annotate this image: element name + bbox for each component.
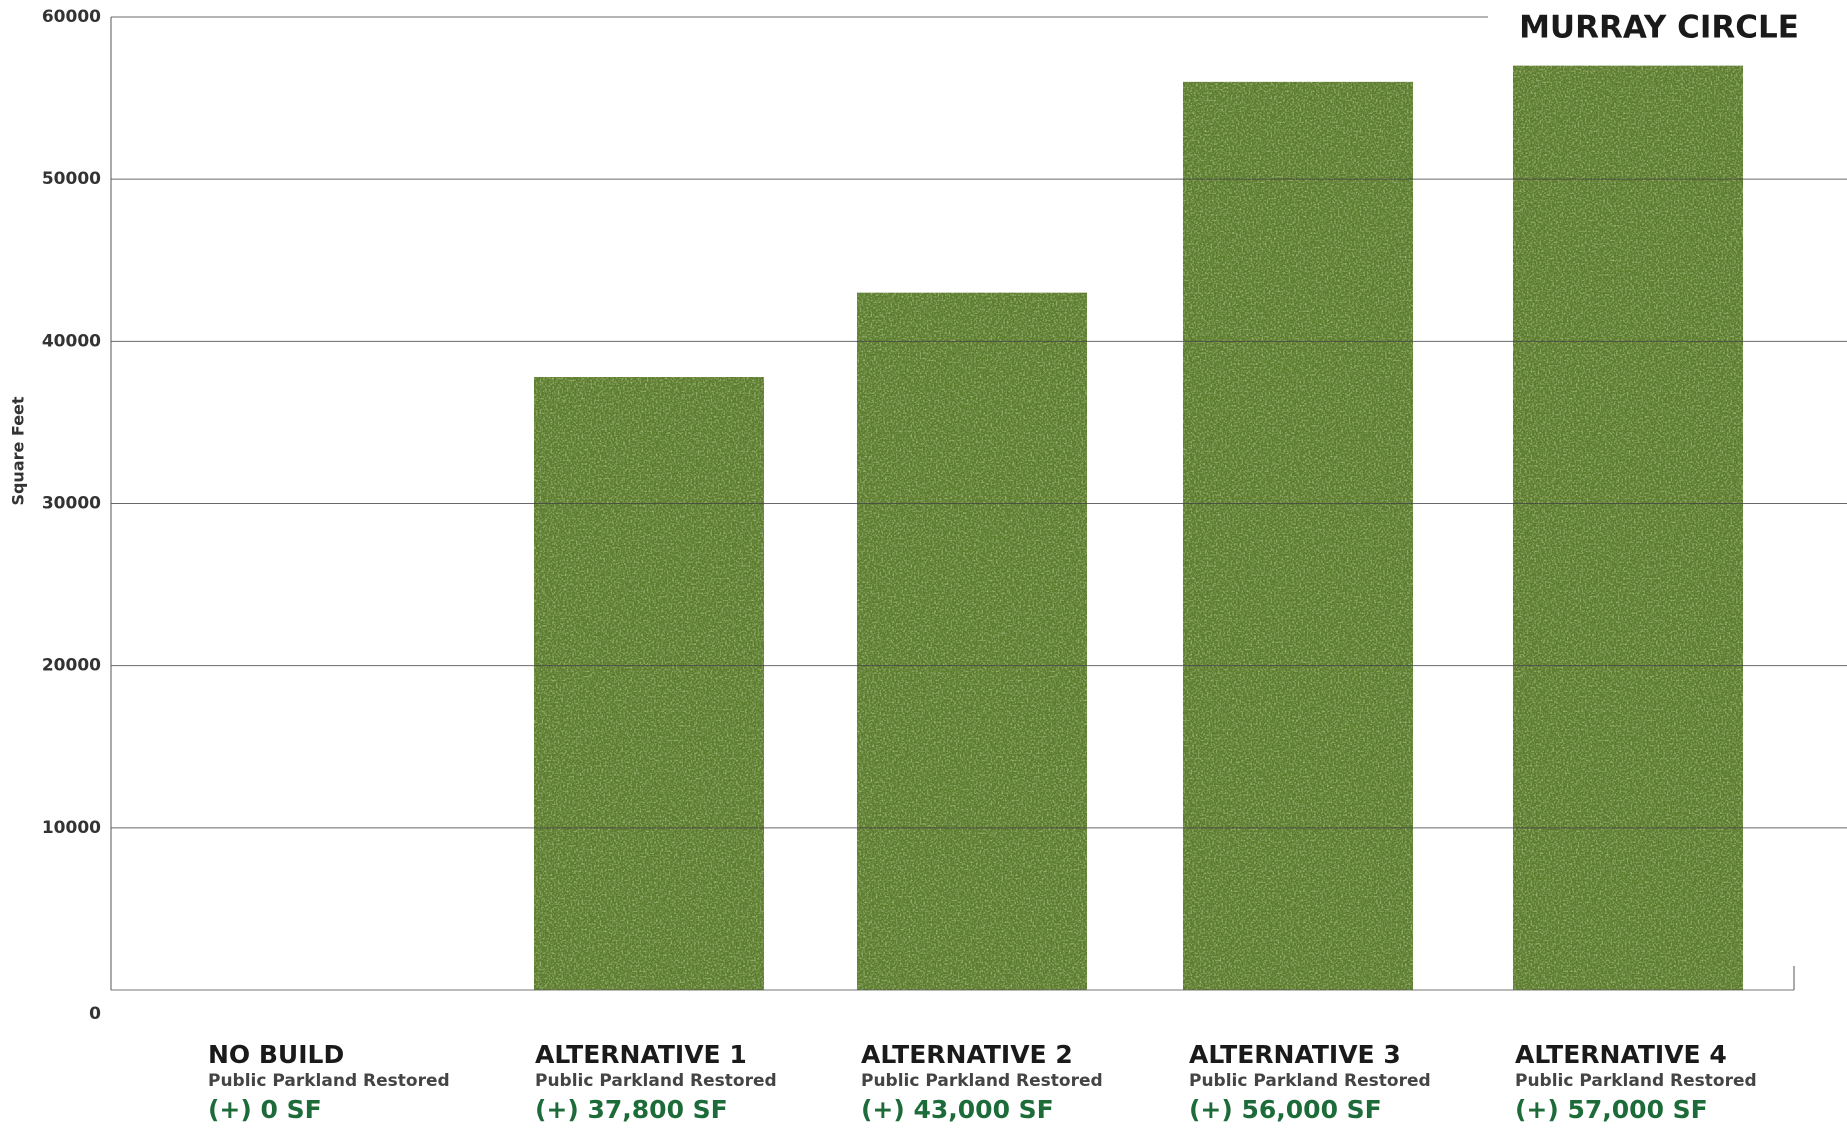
y-tick-label: 0 xyxy=(89,1004,101,1024)
value-label: (+) 57,000 SF xyxy=(1515,1095,1708,1124)
y-axis-label: Square Feet xyxy=(9,396,28,505)
category-subtitle: Public Parkland Restored xyxy=(861,1071,1103,1091)
value-label: (+) 0 SF xyxy=(208,1095,322,1124)
bar xyxy=(857,292,1087,990)
bar xyxy=(1183,81,1413,990)
category-subtitle: Public Parkland Restored xyxy=(208,1071,450,1091)
category-subtitle: Public Parkland Restored xyxy=(1189,1071,1431,1091)
y-tick-label: 40000 xyxy=(42,331,101,351)
bar xyxy=(1513,65,1743,990)
value-label: (+) 37,800 SF xyxy=(535,1095,728,1124)
x-tick-label: ALTERNATIVE 4 xyxy=(1515,1040,1727,1069)
value-label: (+) 56,000 SF xyxy=(1189,1095,1382,1124)
x-tick-label: ALTERNATIVE 2 xyxy=(861,1040,1073,1069)
chart-title: MURRAY CIRCLE xyxy=(1519,10,1799,46)
category-subtitle: Public Parkland Restored xyxy=(535,1071,777,1091)
y-tick-label: 30000 xyxy=(42,494,101,514)
title-backdrop xyxy=(1488,0,1847,50)
x-tick-label: ALTERNATIVE 3 xyxy=(1189,1040,1401,1069)
y-tick-label: 10000 xyxy=(42,818,101,838)
y-tick-label: 60000 xyxy=(42,7,101,27)
bar xyxy=(534,377,764,990)
x-tick-label: NO BUILD xyxy=(208,1040,344,1069)
y-tick-label: 20000 xyxy=(42,656,101,676)
x-tick-label: ALTERNATIVE 1 xyxy=(535,1040,747,1069)
value-label: (+) 43,000 SF xyxy=(861,1095,1054,1124)
category-subtitle: Public Parkland Restored xyxy=(1515,1071,1757,1091)
y-tick-label: 50000 xyxy=(42,169,101,189)
